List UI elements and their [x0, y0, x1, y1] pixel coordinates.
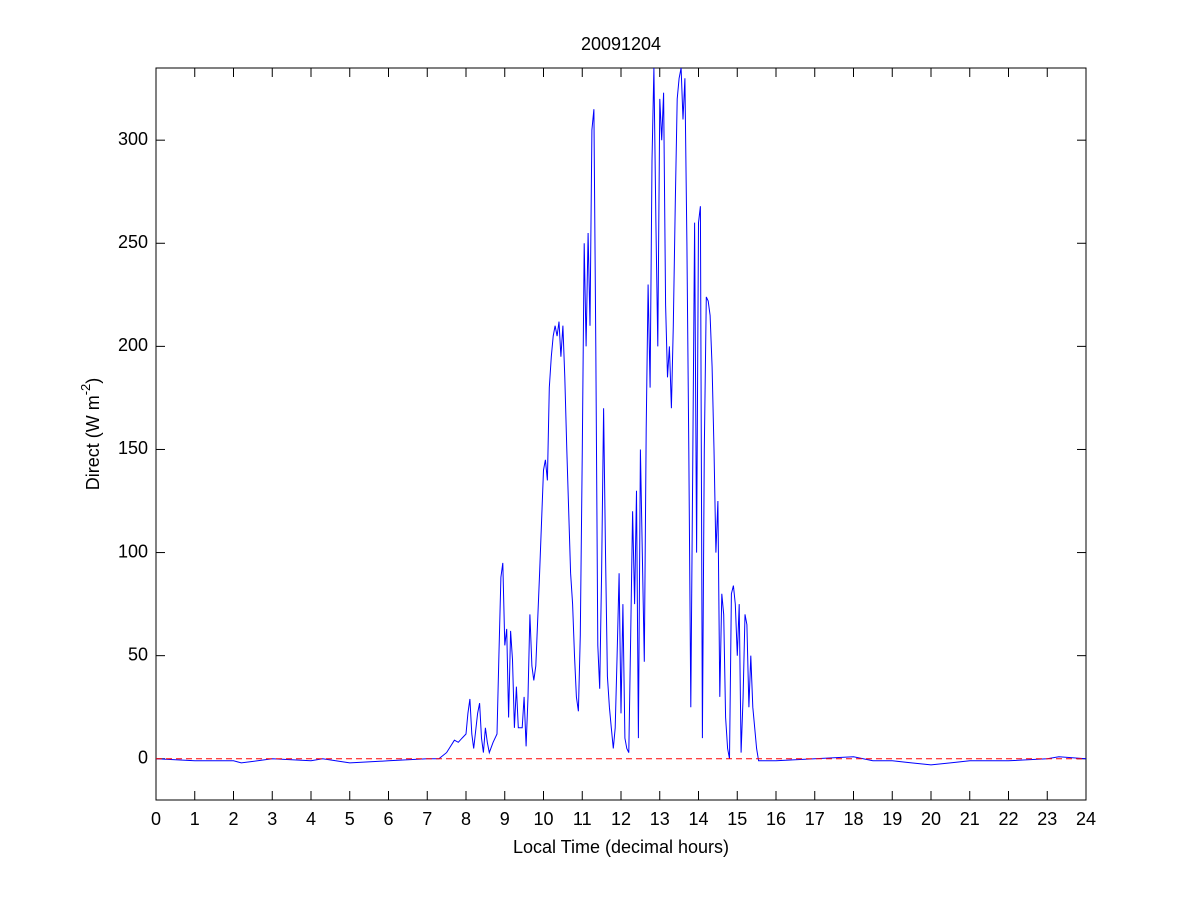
x-tick-label: 14: [688, 809, 708, 829]
y-tick-label: 250: [118, 232, 148, 252]
x-tick-label: 11: [573, 809, 592, 829]
y-tick-label: 0: [138, 748, 148, 768]
x-tick-label: 4: [306, 809, 316, 829]
x-tick-label: 16: [766, 809, 786, 829]
y-label-tail: ): [83, 378, 103, 384]
x-tick-label: 21: [960, 809, 980, 829]
chart-title: 20091204: [581, 34, 661, 54]
x-tick-label: 1: [190, 809, 200, 829]
x-tick-label: 20: [921, 809, 941, 829]
x-tick-label: 15: [727, 809, 747, 829]
y-tick-label: 200: [118, 335, 148, 355]
x-tick-label: 22: [998, 809, 1018, 829]
x-axis-label: Local Time (decimal hours): [513, 837, 729, 857]
x-tick-label: 12: [611, 809, 631, 829]
y-tick-label: 150: [118, 438, 148, 458]
y-label-sup: -2: [78, 384, 93, 396]
x-tick-label: 3: [267, 809, 277, 829]
y-axis-label: Direct (W m-2): [78, 378, 102, 491]
x-tick-label: 17: [805, 809, 825, 829]
x-tick-label: 18: [843, 809, 863, 829]
x-tick-label: 13: [650, 809, 670, 829]
x-tick-label: 23: [1037, 809, 1057, 829]
data-line: [155, 67, 1087, 766]
x-tick-label: 19: [882, 809, 902, 829]
y-label-text: Direct (W m: [83, 395, 103, 490]
x-tick-label: 2: [228, 809, 238, 829]
x-tick-label: 24: [1076, 809, 1096, 829]
x-tick-label: 10: [533, 809, 553, 829]
x-tick-label: 7: [422, 809, 432, 829]
y-tick-label: 300: [118, 129, 148, 149]
x-tick-label: 9: [500, 809, 510, 829]
x-tick-label: 0: [151, 809, 161, 829]
y-tick-label: 100: [118, 541, 148, 561]
y-tick-label: 50: [128, 644, 148, 664]
x-tick-label: 6: [383, 809, 393, 829]
x-tick-label: 5: [345, 809, 355, 829]
x-tick-label: 8: [461, 809, 471, 829]
